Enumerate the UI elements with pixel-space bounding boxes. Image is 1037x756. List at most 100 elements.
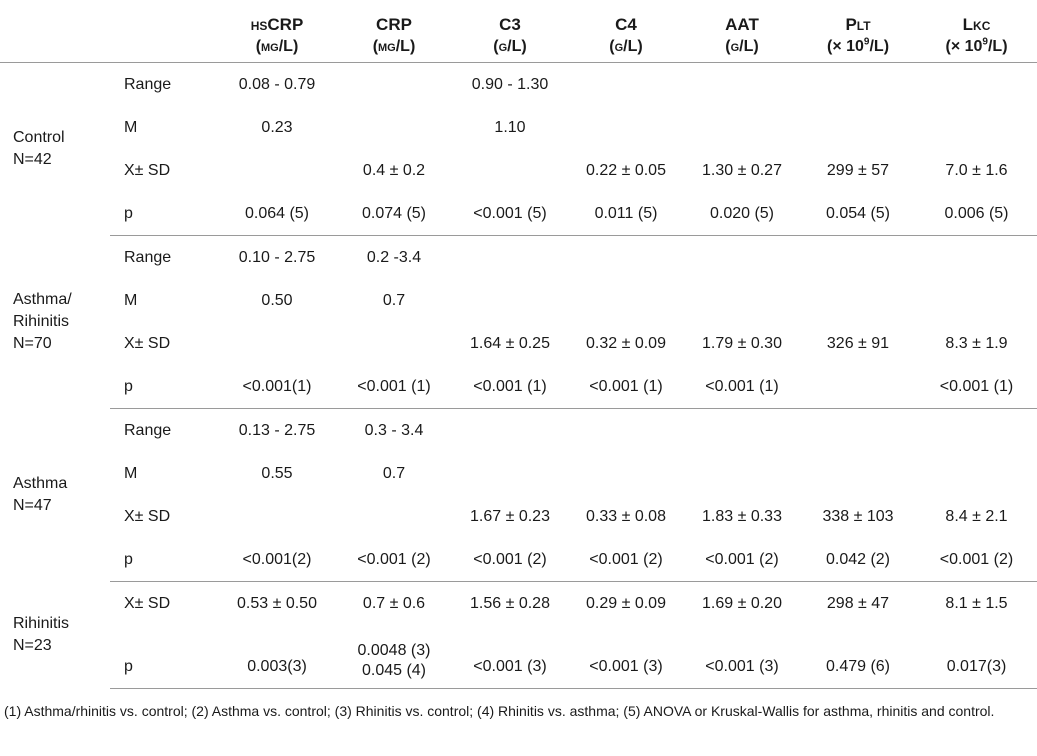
table-cell: <0.001 (2)	[452, 538, 568, 582]
header-hscrp-unit: (mg/L)	[255, 38, 299, 55]
table-cell: 0.33 ± 0.08	[586, 507, 666, 525]
table-cell: 0.006 (5)	[916, 192, 1037, 236]
table-row: X± SD 1.64 ± 0.25 0.32 ± 0.09 1.79 ± 0.3…	[0, 322, 1037, 365]
table-cell: 298 ± 47	[826, 594, 890, 612]
group-n: N=70	[13, 335, 52, 352]
table-cell: <0.001 (1)	[452, 365, 568, 409]
table-cell	[336, 495, 452, 538]
table-cell: <0.001 (5)	[452, 192, 568, 236]
stat-label: Range	[124, 75, 172, 93]
table-cell: 1.83 ± 0.33	[702, 507, 782, 525]
table-cell: <0.001 (3)	[452, 625, 568, 689]
table-row: M 0.23 1.10	[0, 106, 1037, 149]
group-label-rhinitis: Rihinitis N=23	[0, 582, 110, 689]
table-cell	[568, 63, 684, 107]
table-row: Asthma N=47 Range 0.13 - 2.75 0.3 - 3.4	[0, 409, 1037, 515]
table-cell: 0.4 ± 0.2	[362, 161, 426, 179]
header-aat: AAT (g/L)	[684, 14, 800, 63]
table-cell: <0.001 (3)	[568, 625, 684, 689]
stat-label: Range	[124, 421, 172, 439]
table-cell: <0.001 (2)	[568, 538, 684, 582]
header-plt-unit: (× 109/L)	[800, 36, 916, 58]
table-cell	[800, 63, 916, 107]
stat-label: X± SD	[124, 507, 171, 525]
table-cell: 1.69 ± 0.20	[702, 594, 782, 612]
header-lkc-name: Lkc	[962, 15, 991, 34]
table-cell: <0.001 (2)	[684, 538, 800, 582]
group-name: Asthma/	[13, 291, 72, 308]
table-cell	[916, 409, 1037, 453]
table-cell	[916, 279, 1037, 322]
header-hscrp-name: hsCRP	[250, 15, 304, 34]
table-row: p <0.001(2) <0.001 (2) <0.001 (2) <0.001…	[0, 538, 1037, 582]
table-cell	[800, 409, 916, 453]
table-cell-line: 0.045 (4)	[361, 661, 427, 679]
table-cell	[218, 149, 336, 192]
table-cell: 326 ± 91	[826, 334, 890, 352]
table-cell: 1.67 ± 0.23	[470, 507, 550, 525]
table-cell	[452, 149, 568, 192]
stat-label: X± SD	[124, 594, 171, 612]
table-cell	[452, 409, 568, 453]
table-cell	[452, 452, 568, 495]
table-cell: <0.001 (1)	[568, 365, 684, 409]
header-c4: C4 (g/L)	[568, 14, 684, 63]
stat-label: p	[110, 625, 218, 689]
stat-label: p	[110, 538, 218, 582]
table-cell: 1.64 ± 0.25	[470, 334, 550, 352]
table-cell	[684, 63, 800, 107]
table-cell: 8.3 ± 1.9	[945, 334, 1008, 352]
table-row: M 0.50 0.7	[0, 279, 1037, 322]
table-cell-line: 0.0048 (3)	[357, 641, 431, 659]
group-name: Rihinitis	[13, 615, 70, 632]
table-cell	[568, 409, 684, 453]
table-cell: 0.13 - 2.75	[238, 421, 316, 439]
header-plt-name: Plt	[845, 15, 871, 34]
group-label-asthma: Asthma N=47	[0, 409, 110, 582]
table-cell: 0.53 ± 0.50	[237, 594, 317, 612]
table-cell	[218, 495, 336, 538]
table-cell	[452, 279, 568, 322]
table-cell	[568, 106, 684, 149]
stat-label: p	[110, 192, 218, 236]
table-cell: 0.7	[382, 464, 406, 482]
table-cell: 8.4 ± 2.1	[945, 507, 1008, 525]
table-cell: 1.30 ± 0.27	[702, 161, 782, 179]
table-cell	[336, 322, 452, 365]
table-cell	[800, 452, 916, 495]
table-cell: 0.7	[382, 291, 406, 309]
table-cell: 0.10 - 2.75	[238, 248, 316, 266]
header-group-blank	[0, 14, 110, 63]
table-cell	[568, 279, 684, 322]
table-row: Asthma/ Rihinitis N=70 Range 0.10 - 2.75…	[0, 236, 1037, 353]
table-cell	[916, 452, 1037, 495]
table-cell	[684, 106, 800, 149]
table-cell: <0.001 (2)	[336, 538, 452, 582]
table-cell: 8.1 ± 1.5	[945, 594, 1008, 612]
group-n: N=23	[13, 637, 52, 654]
table-footnote: (1) Asthma/rhinitis vs. control; (2) Ast…	[4, 703, 995, 719]
table-cell: 0.32 ± 0.09	[586, 334, 666, 352]
table-cell	[800, 365, 916, 409]
table-cell	[684, 236, 800, 280]
header-stat-blank	[110, 14, 218, 63]
table-row: X± SD 1.67 ± 0.23 0.33 ± 0.08 1.83 ± 0.3…	[0, 495, 1037, 538]
table-cell: 1.56 ± 0.28	[470, 594, 550, 612]
header-plt-unit-prefix: (× 10	[826, 38, 864, 55]
table-cell	[800, 236, 916, 280]
header-c4-unit: (g/L)	[609, 38, 643, 55]
table-cell	[568, 236, 684, 280]
header-c3-name: C3	[499, 15, 521, 34]
group-name: Asthma	[13, 475, 68, 492]
table-cell	[800, 106, 916, 149]
table-cell: 0.7 ± 0.6	[362, 594, 426, 612]
group-name-cont: Rihinitis	[13, 313, 70, 330]
table-cell: 0.003(3)	[218, 625, 336, 689]
table-cell: 1.79 ± 0.30	[702, 334, 782, 352]
header-c4-name: C4	[615, 15, 637, 34]
header-crp-unit: (mg/L)	[372, 38, 416, 55]
table-cell: <0.001 (1)	[336, 365, 452, 409]
group-n: N=42	[13, 151, 52, 169]
table-cell: 0.074 (5)	[336, 192, 452, 236]
table-cell	[684, 452, 800, 495]
